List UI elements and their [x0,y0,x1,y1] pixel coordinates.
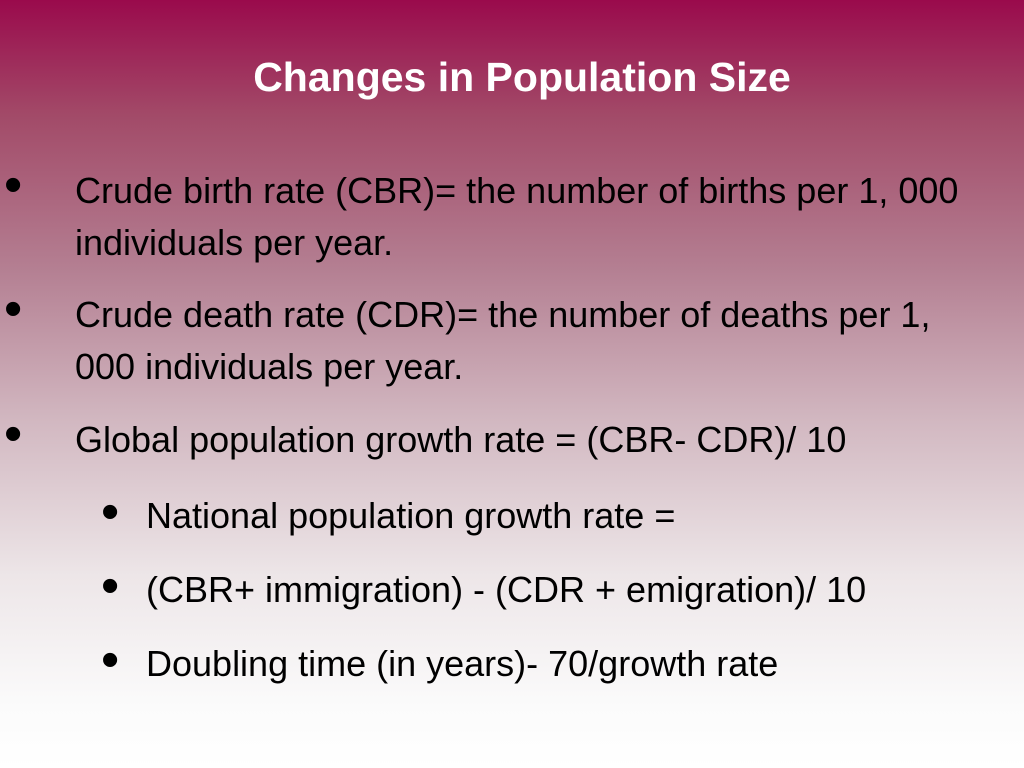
sub-bullet-text: (CBR+ immigration) - (CDR + emigration)/… [146,569,867,610]
bullet-text: Global population growth rate = (CBR- CD… [75,419,847,460]
sub-bullet-text: Doubling time (in years)- 70/growth rate [146,643,779,684]
bullet-text: Crude death rate (CDR)= the number of de… [75,294,931,387]
sub-bullet-text: National population growth rate = [146,495,676,536]
slide-title: Changes in Population Size [253,54,791,100]
sub-bullet-marker: • [101,483,120,541]
sub-bullet-marker: • [101,631,120,689]
bullet-marker: • [4,405,23,463]
bullet-marker: • [4,156,23,214]
sub-bullet-marker: • [101,557,120,615]
bullet-marker: • [4,280,23,338]
bullet-text: Crude birth rate (CBR)= the number of bi… [75,170,959,263]
